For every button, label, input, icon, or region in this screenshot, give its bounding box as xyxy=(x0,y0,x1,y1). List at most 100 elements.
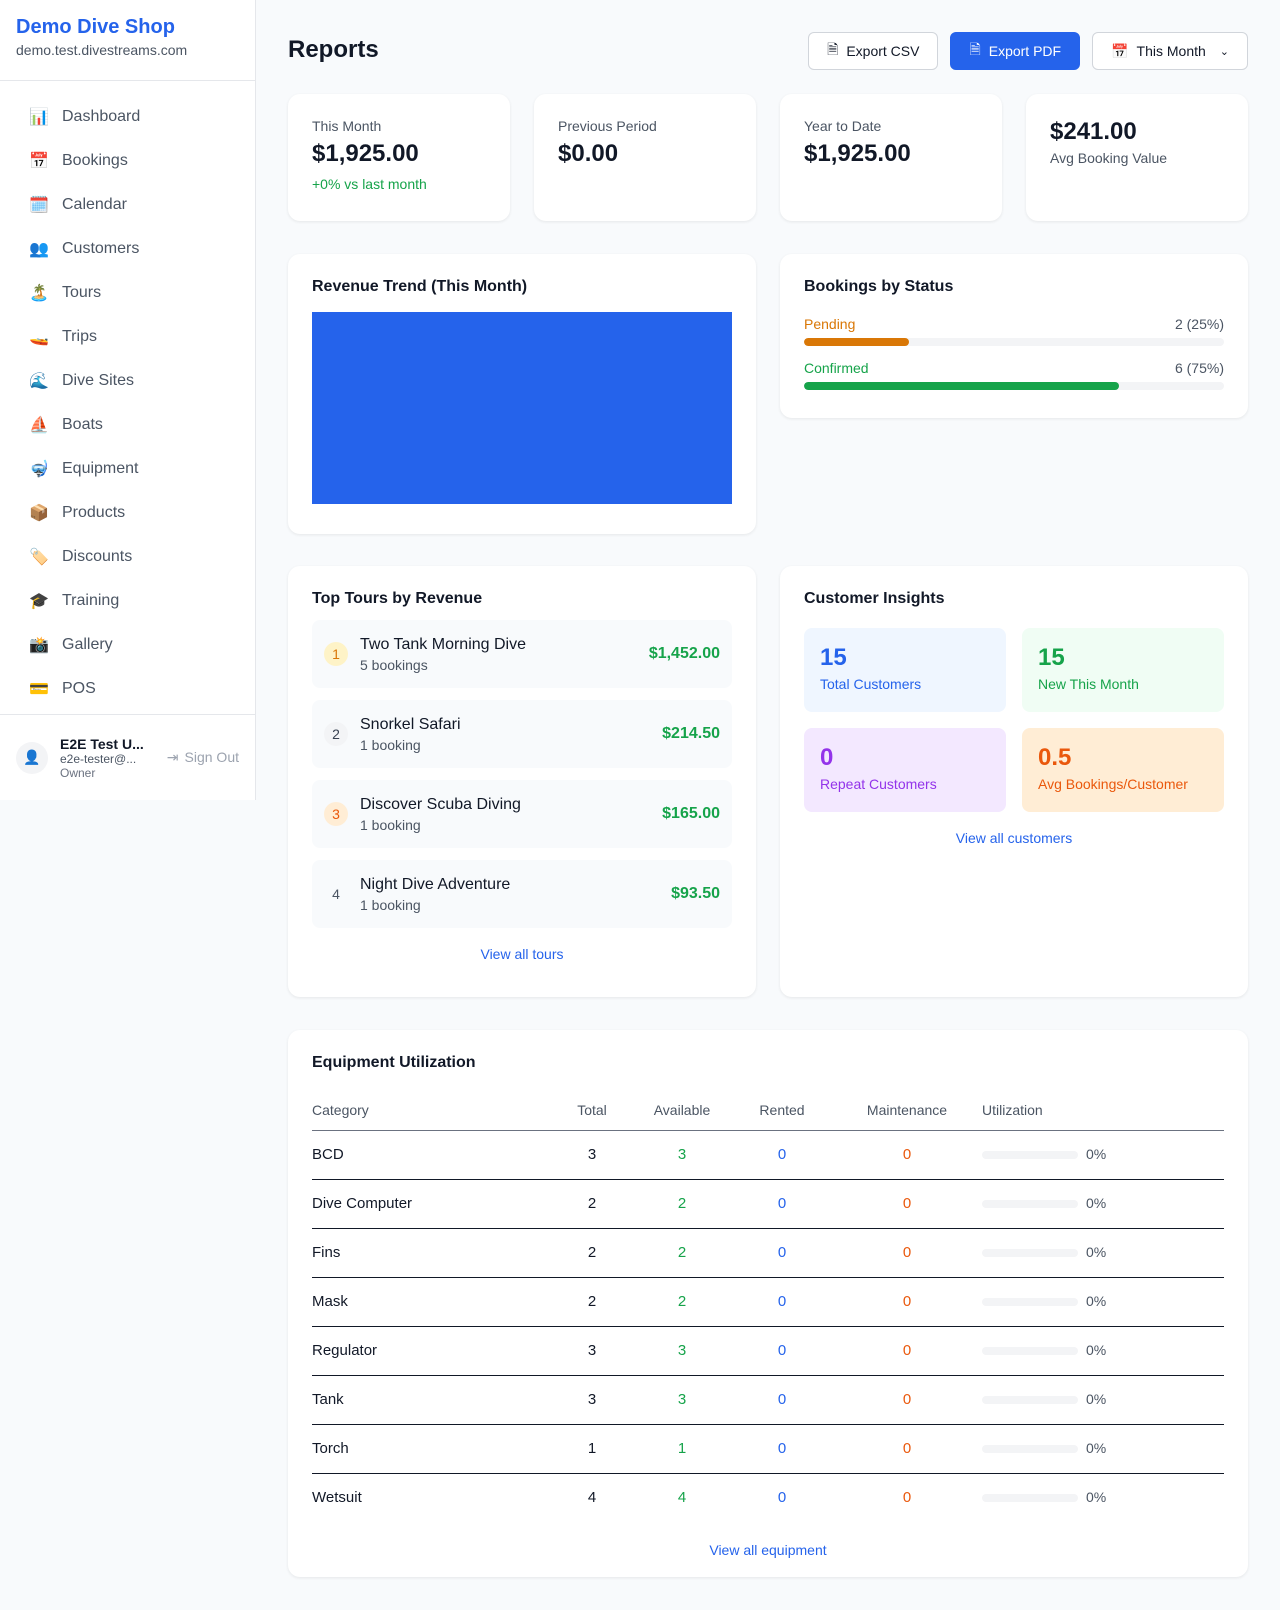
stat-card: $241.00 Avg Booking Value xyxy=(1026,94,1248,221)
sidebar-item-calendar[interactable]: 🗓️ Calendar xyxy=(0,183,255,227)
calendar-icon: 🗓️ xyxy=(29,197,49,214)
export-pdf-button[interactable]: 🗎 Export PDF xyxy=(950,32,1081,70)
cell-total: 2 xyxy=(552,1179,632,1229)
utilization-percent: 0% xyxy=(1086,1244,1107,1260)
user-role: Owner xyxy=(60,765,96,780)
tour-item[interactable]: 3 Discover Scuba Diving 1 booking $165.00 xyxy=(312,780,732,848)
cell-rented: 0 xyxy=(732,1179,832,1229)
cell-rented: 0 xyxy=(732,1424,832,1474)
column-header-available: Available xyxy=(632,1090,732,1131)
sidebar-item-pos[interactable]: 💳 POS xyxy=(0,667,255,711)
cell-utilization: 0% xyxy=(982,1375,1224,1425)
sign-out-button[interactable]: ⇥ Sign Out xyxy=(167,749,239,766)
tour-item[interactable]: 1 Two Tank Morning Dive 5 bookings $1,452.0… xyxy=(312,620,732,688)
dive-sites-icon: 🌊 xyxy=(29,373,49,390)
insight-label: Avg Bookings/Customer xyxy=(1038,776,1188,792)
cell-rented: 0 xyxy=(732,1375,832,1425)
sign-out-label: Sign Out xyxy=(184,749,239,765)
stat-value: $0.00 xyxy=(558,140,619,167)
cell-total: 3 xyxy=(552,1375,632,1425)
column-header-category: Category xyxy=(312,1090,552,1131)
period-select[interactable]: 📅 This Month ⌄ xyxy=(1092,32,1248,70)
utilization-bar xyxy=(982,1445,1078,1454)
view-all-customers-link[interactable]: View all customers xyxy=(955,830,1073,846)
logout-icon: ⇥ xyxy=(166,749,179,765)
cell-maintenance: 0 xyxy=(832,1228,982,1278)
export-csv-label: Export CSV xyxy=(846,43,920,59)
sidebar-item-label: Equipment xyxy=(62,460,139,477)
gallery-icon: 📸 xyxy=(29,637,49,654)
view-all-tours-link[interactable]: View all tours xyxy=(480,946,564,962)
utilization-bar xyxy=(982,1249,1078,1258)
sidebar-item-label: POS xyxy=(62,680,96,697)
table-row: BCD 3 3 0 0 0% xyxy=(312,1130,1224,1180)
stat-card: This Month $1,925.00 +0% vs last month xyxy=(288,94,510,221)
customers-icon: 👥 xyxy=(29,241,49,258)
status-value: 6 (75%) xyxy=(1174,360,1224,376)
card-title: Customer Insights xyxy=(804,590,945,607)
cell-maintenance: 0 xyxy=(832,1326,982,1376)
table-row: Mask 2 2 0 0 0% xyxy=(312,1277,1224,1327)
cell-utilization: 0% xyxy=(982,1179,1224,1229)
insight-label: Repeat Customers xyxy=(820,776,937,792)
cell-utilization: 0% xyxy=(982,1424,1224,1474)
sidebar-item-customers[interactable]: 👥 Customers xyxy=(0,227,255,271)
view-all-equipment-link[interactable]: View all equipment xyxy=(709,1542,827,1558)
insight-label: Total Customers xyxy=(820,676,922,692)
rank-badge: 1 xyxy=(324,642,348,666)
training-icon: 🎓 xyxy=(29,593,49,610)
sidebar-item-trips[interactable]: 🚤 Trips xyxy=(0,315,255,359)
utilization-percent: 0% xyxy=(1086,1195,1107,1211)
cell-utilization: 0% xyxy=(982,1473,1224,1522)
insight-value: 0 xyxy=(820,744,834,771)
sidebar-item-training[interactable]: 🎓 Training xyxy=(0,579,255,623)
rank-badge: 3 xyxy=(324,802,348,826)
cell-utilization: 0% xyxy=(982,1130,1224,1180)
sidebar-item-dashboard[interactable]: 📊 Dashboard xyxy=(0,95,255,139)
status-progress xyxy=(804,382,1224,390)
sidebar-item-label: Calendar xyxy=(62,196,127,213)
tour-name: Night Dive Adventure xyxy=(360,875,511,893)
column-header-rented: Rented xyxy=(732,1090,832,1131)
sidebar-item-tours[interactable]: 🏝️ Tours xyxy=(0,271,255,315)
table-row: Wetsuit 4 4 0 0 0% xyxy=(312,1473,1224,1522)
utilization-bar xyxy=(982,1151,1078,1160)
bookings-icon: 📅 xyxy=(29,153,49,170)
sidebar-item-gallery[interactable]: 📸 Gallery xyxy=(0,623,255,667)
utilization-percent: 0% xyxy=(1086,1342,1107,1358)
table-row: Tank 3 3 0 0 0% xyxy=(312,1375,1224,1425)
tour-item[interactable]: 4 Night Dive Adventure 1 booking $93.50 xyxy=(312,860,732,928)
sidebar-item-equipment[interactable]: 🤿 Equipment xyxy=(0,447,255,491)
revenue-trend-card: Revenue Trend (This Month) xyxy=(288,254,756,534)
user-email: e2e-tester@... xyxy=(60,751,137,766)
sidebar-item-label: Boats xyxy=(62,416,103,433)
stat-change: +0% vs last month xyxy=(312,176,427,192)
sidebar-item-boats[interactable]: ⛵ Boats xyxy=(0,403,255,447)
sidebar-item-bookings[interactable]: 📅 Bookings xyxy=(0,139,255,183)
cell-available: 3 xyxy=(632,1326,732,1376)
equipment-icon: 🤿 xyxy=(29,461,49,478)
export-csv-button[interactable]: 🗎 Export CSV xyxy=(808,32,939,70)
brand-name[interactable]: Demo Dive Shop xyxy=(16,16,175,38)
customer-insights-card: Customer Insights 15 Total Customers 15 New… xyxy=(780,566,1248,997)
sidebar-item-dive-sites[interactable]: 🌊 Dive Sites xyxy=(0,359,255,403)
revenue-trend-bar xyxy=(312,312,732,504)
sidebar-item-discounts[interactable]: 🏷️ Discounts xyxy=(0,535,255,579)
tour-info: Two Tank Morning Dive 5 bookings xyxy=(360,636,526,673)
card-title: Bookings by Status xyxy=(804,278,954,295)
page-title: Reports xyxy=(288,36,379,63)
tour-item[interactable]: 2 Snorkel Safari 1 booking $214.50 xyxy=(312,700,732,768)
stat-label: Year to Date xyxy=(804,118,882,134)
tour-name: Discover Scuba Diving xyxy=(360,795,521,813)
insight-tile: 0.5 Avg Bookings/Customer xyxy=(1022,728,1224,812)
discounts-icon: 🏷️ xyxy=(29,549,49,566)
brand: Demo Dive Shop demo.test.divestreams.com xyxy=(0,0,255,81)
table-row: Dive Computer 2 2 0 0 0% xyxy=(312,1179,1224,1229)
utilization-bar xyxy=(982,1200,1078,1209)
sidebar-item-products[interactable]: 📦 Products xyxy=(0,491,255,535)
cell-rented: 0 xyxy=(732,1228,832,1278)
stat-card: Previous Period $0.00 xyxy=(534,94,756,221)
status-label: Pending xyxy=(804,316,856,332)
status-progress xyxy=(804,338,1224,346)
sidebar-item-label: Training xyxy=(62,592,120,609)
